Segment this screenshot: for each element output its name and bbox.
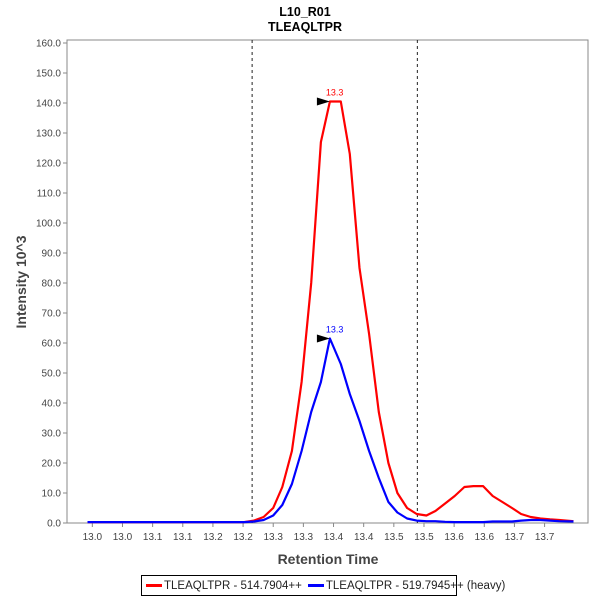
peak-label: 13.3 <box>326 325 344 335</box>
y-tick-label: 0.0 <box>47 519 61 530</box>
x-tick-label: 13.7 <box>505 532 525 543</box>
x-tick-label: 13.2 <box>203 532 223 543</box>
peak-marker-arrow-icon <box>316 334 330 343</box>
y-tick-label: 10.0 <box>42 489 62 500</box>
legend: TLEAQLTPR - 514.7904++ TLEAQLTPR - 519.7… <box>141 575 505 596</box>
peak-label: 13.3 <box>326 88 344 98</box>
x-axis-label: Retention Time <box>278 551 379 567</box>
y-tick-label: 110.0 <box>37 189 62 200</box>
x-tick-label: 13.4 <box>354 532 374 543</box>
y-tick-label: 90.0 <box>42 249 62 260</box>
y-axis-label: Intensity 10^3 <box>13 235 29 328</box>
y-tick-label: 20.0 <box>42 459 62 470</box>
legend-label: TLEAQLTPR - 519.7945++ (heavy) <box>325 579 506 592</box>
x-tick-label: 13.3 <box>263 532 283 543</box>
chart-subtitle: TLEAQLTPR <box>268 20 342 34</box>
y-tick-label: 70.0 <box>42 309 62 320</box>
x-tick-label: 13.7 <box>535 532 555 543</box>
y-tick-label: 140.0 <box>36 99 61 110</box>
y-tick-label: 60.0 <box>42 339 62 350</box>
y-tick-label: 40.0 <box>42 399 62 410</box>
y-tick-label: 150.0 <box>36 69 61 80</box>
y-tick-label: 100.0 <box>36 219 61 230</box>
x-tick-label: 13.6 <box>475 532 495 543</box>
x-tick-label: 13.4 <box>324 532 344 543</box>
legend-swatch-blue <box>307 584 324 587</box>
legend-item-heavy: TLEAQLTPR - 519.7945++ (heavy) <box>307 579 506 592</box>
legend-label: TLEAQLTPR - 514.7904++ <box>164 579 302 592</box>
legend-swatch-red <box>146 584 162 587</box>
series-line-heavy <box>87 337 574 524</box>
x-tick-label: 13.0 <box>83 532 103 543</box>
plot-area <box>66 39 589 524</box>
y-tick-label: 50.0 <box>42 369 62 380</box>
x-tick-label: 13.3 <box>294 532 314 543</box>
y-tick-label: 160.0 <box>36 39 61 50</box>
legend-item-light: TLEAQLTPR - 514.7904++ <box>146 580 302 592</box>
y-tick-label: 120.0 <box>36 159 61 170</box>
x-tick-label: 13.0 <box>113 532 133 543</box>
y-tick-label: 130.0 <box>36 129 61 140</box>
peak-marker-arrow-icon <box>316 97 330 106</box>
x-tick-label: 13.1 <box>143 532 163 543</box>
x-tick-label: 13.2 <box>233 532 253 543</box>
x-tick-label: 13.5 <box>384 532 404 543</box>
series-line-light <box>87 100 574 524</box>
x-tick-label: 13.5 <box>414 532 434 543</box>
x-tick-label: 13.1 <box>173 532 193 543</box>
x-tick-label: 13.6 <box>444 532 464 543</box>
y-tick-label: 30.0 <box>42 429 62 440</box>
y-tick-label: 80.0 <box>42 279 62 290</box>
chart-title: L10_R01 <box>279 5 330 19</box>
